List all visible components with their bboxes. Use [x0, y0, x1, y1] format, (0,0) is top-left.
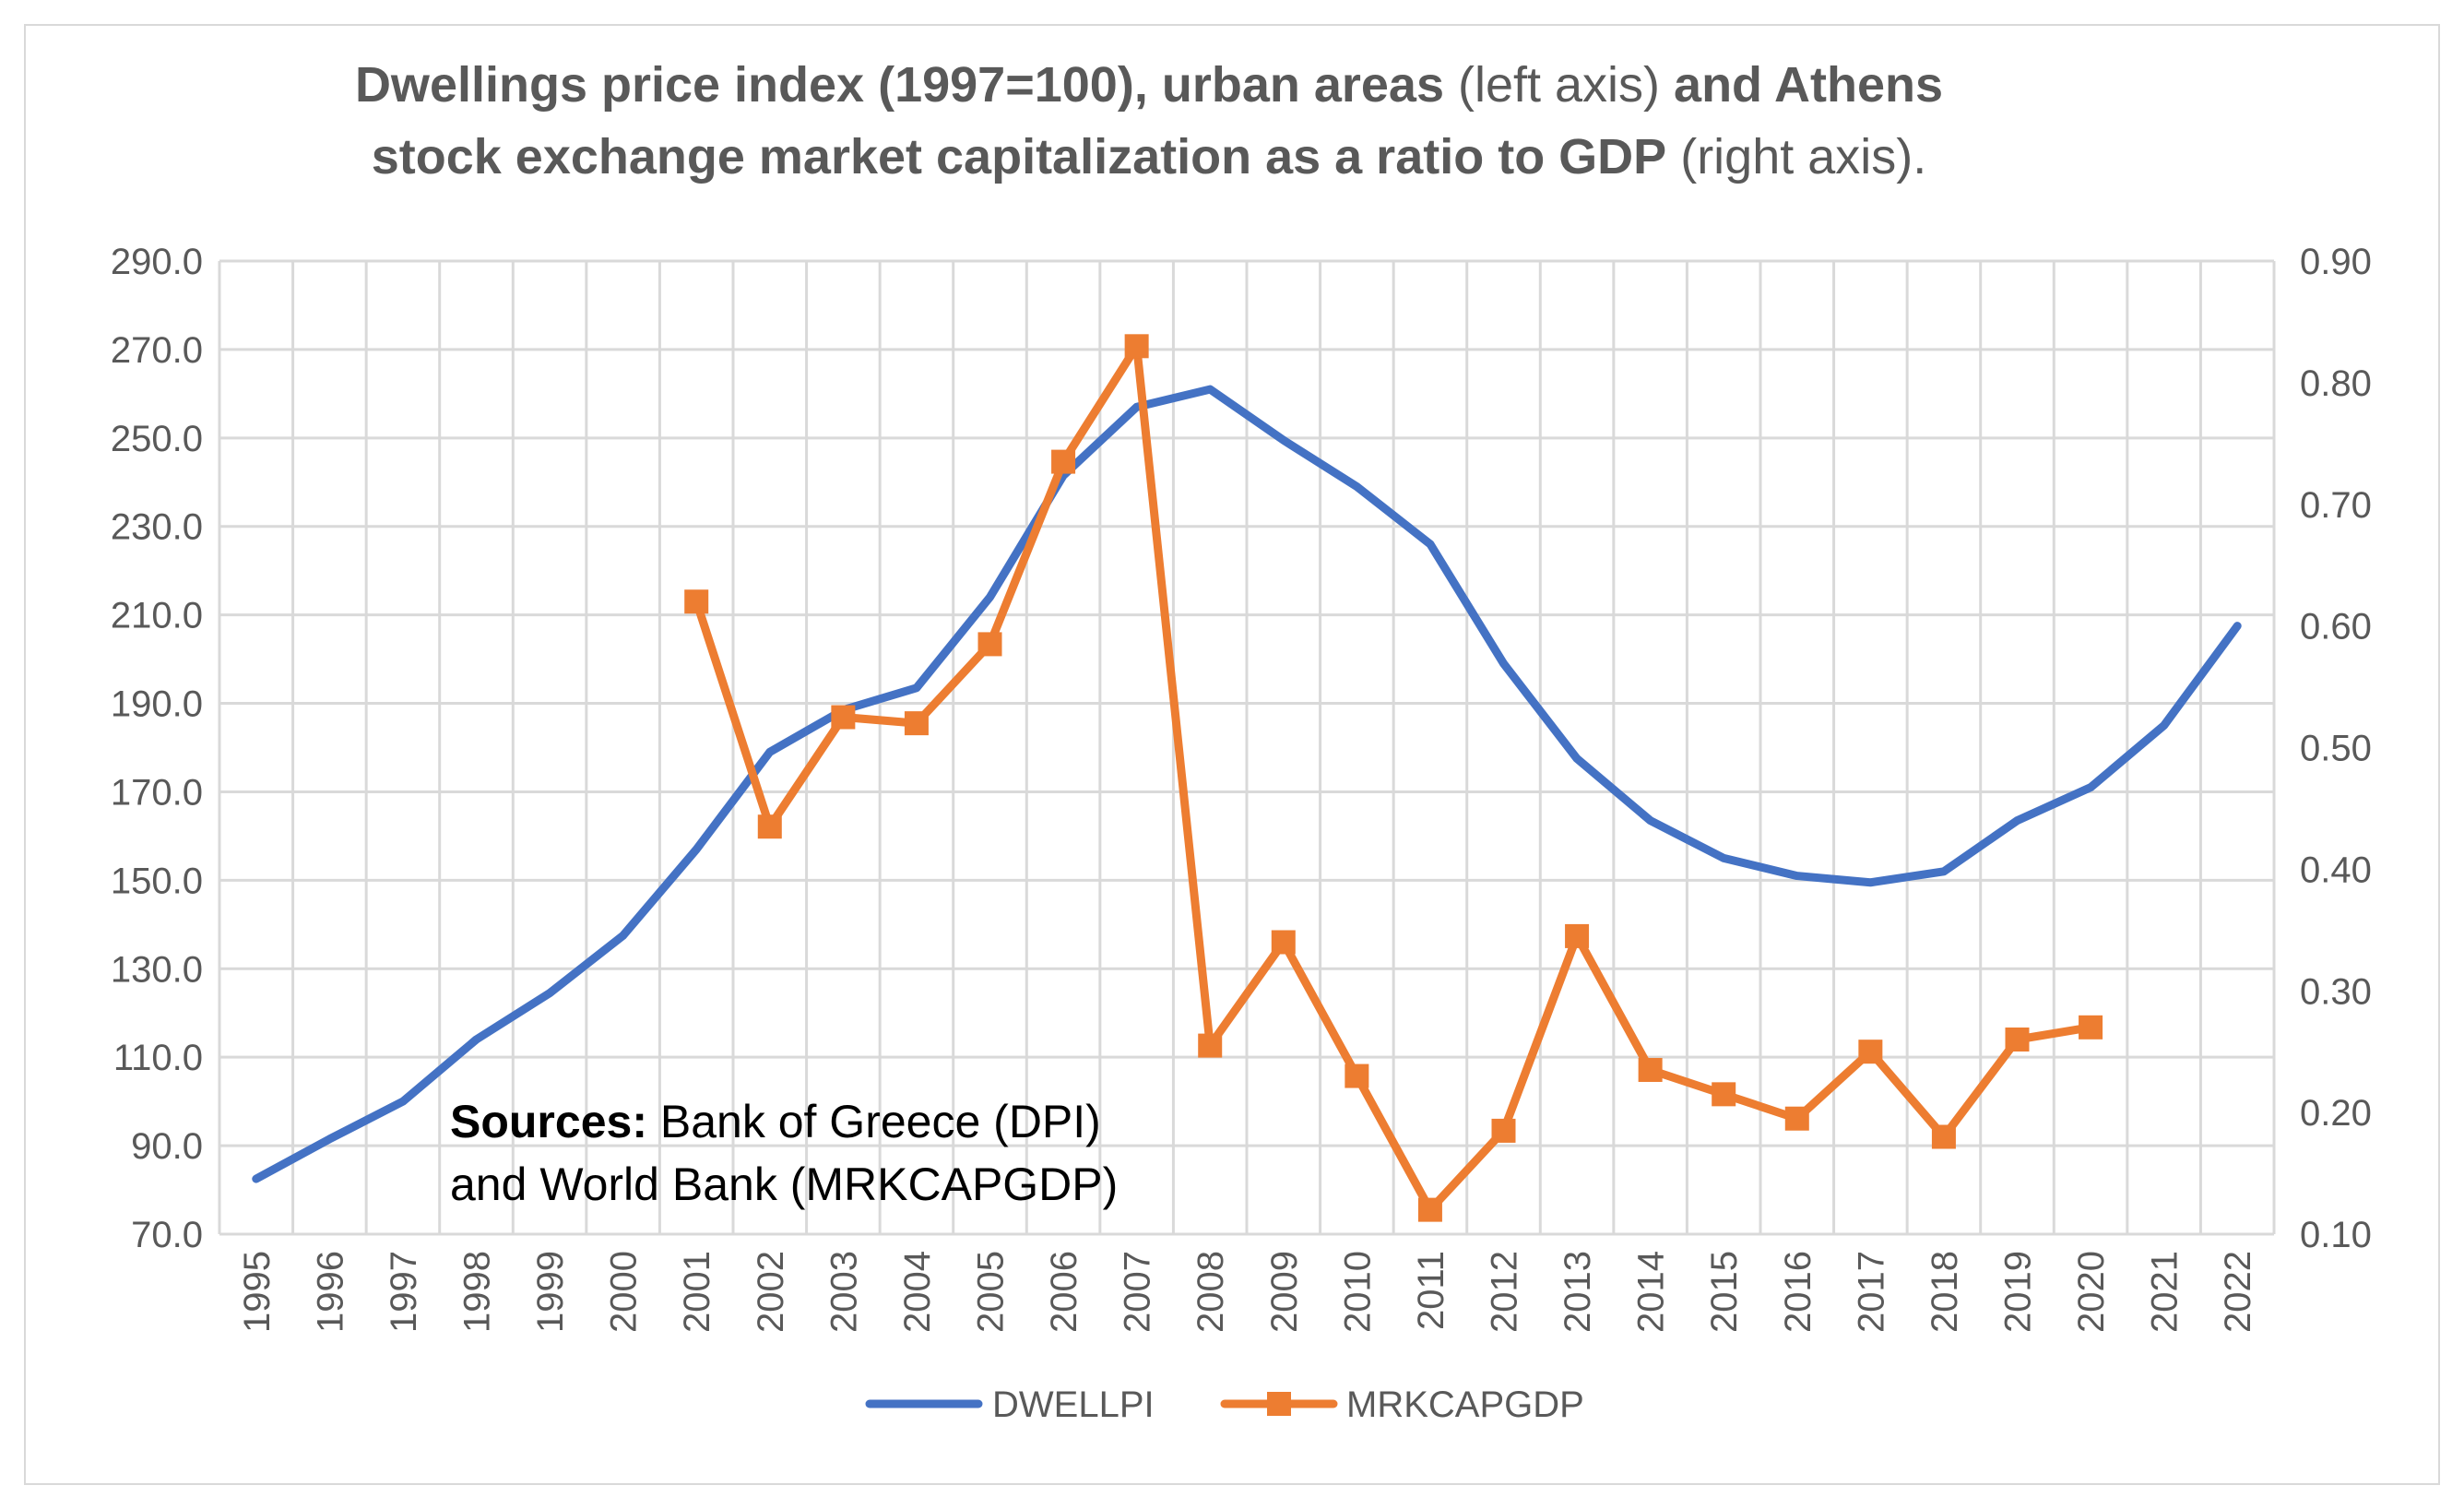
- chart-svg: Dwellings price index (1997=100), urban …: [111, 57, 2372, 1425]
- chart-title-line2: stock exchange market capitalization as …: [372, 129, 1927, 184]
- x-axis-tick-label: 2012: [1485, 1251, 1525, 1333]
- data-point-mrkcapgdp: [1858, 1040, 1883, 1064]
- right-axis: 0.10 0.20 0.30 0.40 0.50 0.60 0.70 0.80 0.90: [2300, 242, 2372, 1255]
- data-point-mrkcapgdp: [2005, 1028, 2030, 1052]
- left-axis-tick-label: 170.0: [111, 772, 203, 813]
- right-axis-tick-label: 0.30: [2300, 971, 2372, 1012]
- x-axis-tick-label: 2011: [1411, 1251, 1451, 1330]
- x-axis-tick-label: 1995: [237, 1251, 278, 1333]
- legend: DWELLPI MRKCAPGDP: [865, 1384, 1584, 1425]
- sources-label: Sources:: [450, 1096, 647, 1147]
- x-axis-tick-label: 2019: [1998, 1251, 2039, 1333]
- data-point-mrkcapgdp: [1638, 1057, 1663, 1082]
- chart-title-line1: Dwellings price index (1997=100), urban …: [355, 57, 1943, 113]
- data-point-mrkcapgdp: [1271, 930, 1296, 955]
- data-point-mrkcapgdp: [1345, 1063, 1369, 1088]
- series-layer: [252, 334, 2242, 1222]
- left-axis: 70.0 90.0 110.0 130.0 150.0 170.0 190.0 210.0 23…: [111, 242, 203, 1255]
- x-axis-tick-label: 2015: [1704, 1251, 1745, 1333]
- x-axis-tick-label: 2017: [1851, 1251, 1891, 1333]
- left-axis-tick-label: 230.0: [111, 507, 203, 548]
- x-axis-tick-label: 2006: [1044, 1251, 1084, 1333]
- left-axis-tick-label: 70.0: [131, 1215, 203, 1255]
- data-point-mrkcapgdp: [1198, 1033, 1223, 1058]
- series-line-dwellpi: [252, 385, 2242, 1183]
- left-axis-tick-label: 130.0: [111, 949, 203, 990]
- x-axis-tick-label: 2013: [1558, 1251, 1598, 1333]
- sources-line2: and World Bank (MRKCAPGDP): [450, 1158, 1118, 1210]
- right-axis-tick-label: 0.90: [2300, 242, 2372, 282]
- left-axis-tick-label: 270.0: [111, 330, 203, 371]
- data-point-mrkcapgdp: [757, 814, 782, 839]
- x-axis-tick-label: 2004: [897, 1251, 938, 1333]
- data-point-mrkcapgdp: [1931, 1124, 1956, 1149]
- data-point-mrkcapgdp: [1491, 1118, 1516, 1143]
- x-axis-tick-label: 2003: [823, 1251, 864, 1333]
- chart-title-segment: stock exchange market capitalization as …: [372, 129, 1666, 184]
- x-axis-tick-label: 2014: [1631, 1251, 1672, 1333]
- x-axis-tick-label: 2002: [751, 1251, 791, 1333]
- x-axis-tick-label: 2001: [677, 1251, 717, 1333]
- legend-marker-mrkcapgdp: [1267, 1392, 1291, 1416]
- left-axis-tick-label: 190.0: [111, 684, 203, 725]
- series-line-mrkcapgdp: [692, 341, 2095, 1215]
- legend-label-mrkcapgdp: MRKCAPGDP: [1346, 1384, 1584, 1425]
- data-point-mrkcapgdp: [684, 589, 709, 614]
- data-point-mrkcapgdp: [1565, 923, 1590, 948]
- x-axis-tick-label: 2022: [2218, 1251, 2258, 1333]
- left-axis-tick-label: 210.0: [111, 596, 203, 636]
- x-axis: 1995 1996 1997 1998 1999 2000 2001 2002 2003 2004…: [237, 1251, 2258, 1333]
- x-axis-tick-label: 2000: [604, 1251, 645, 1333]
- data-point-mrkcapgdp: [2079, 1015, 2103, 1040]
- chart-frame: Dwellings price index (1997=100), urban …: [24, 24, 2440, 1485]
- data-point-mrkcapgdp: [1124, 334, 1149, 359]
- left-axis-tick-label: 250.0: [111, 419, 203, 459]
- right-axis-tick-label: 0.10: [2300, 1215, 2372, 1255]
- data-point-mrkcapgdp: [977, 632, 1002, 657]
- chart-title-segment: and Athens: [1674, 57, 1943, 113]
- chart-title: Dwellings price index (1997=100), urban …: [355, 57, 1943, 184]
- x-axis-tick-label: 2018: [1925, 1251, 1965, 1333]
- chart-title-segment: Dwellings price index (1997=100), urban …: [355, 57, 1444, 113]
- right-axis-tick-label: 0.80: [2300, 363, 2372, 404]
- x-axis-tick-label: 1998: [457, 1251, 498, 1333]
- right-axis-tick-label: 0.60: [2300, 607, 2372, 648]
- x-axis-tick-label: 2010: [1337, 1251, 1378, 1333]
- left-axis-tick-label: 150.0: [111, 861, 203, 901]
- data-point-mrkcapgdp: [904, 711, 929, 736]
- left-axis-tick-label: 290.0: [111, 242, 203, 282]
- chart-title-segment: (left axis): [1444, 57, 1674, 113]
- x-axis-tick-label: 2020: [2071, 1251, 2112, 1333]
- x-axis-tick-label: 1997: [384, 1251, 424, 1333]
- x-axis-tick-label: 2021: [2145, 1251, 2186, 1333]
- left-axis-tick-label: 110.0: [113, 1038, 203, 1078]
- x-axis-tick-label: 2009: [1264, 1251, 1305, 1333]
- x-axis-tick-label: 2016: [1778, 1251, 1818, 1333]
- data-point-mrkcapgdp: [831, 705, 856, 730]
- sources-line1: Sources: Bank of Greece (DPI): [450, 1096, 1101, 1147]
- data-point-mrkcapgdp: [1051, 449, 1076, 474]
- right-axis-tick-label: 0.50: [2300, 729, 2372, 769]
- grid: [218, 259, 2276, 1236]
- right-axis-tick-label: 0.70: [2300, 485, 2372, 526]
- right-axis-tick-label: 0.40: [2300, 850, 2372, 890]
- x-axis-tick-label: 1999: [530, 1251, 571, 1333]
- x-axis-tick-label: 1996: [310, 1251, 350, 1333]
- x-axis-tick-label: 2005: [971, 1251, 1012, 1333]
- right-axis-tick-label: 0.20: [2300, 1093, 2372, 1134]
- data-point-mrkcapgdp: [1784, 1106, 1809, 1131]
- sources-annotation: Sources: Bank of Greece (DPI) and World …: [450, 1096, 1118, 1210]
- data-point-mrkcapgdp: [1712, 1082, 1736, 1107]
- data-point-mrkcapgdp: [1417, 1197, 1442, 1222]
- legend-label-dwellpi: DWELLPI: [992, 1384, 1155, 1425]
- left-axis-tick-label: 90.0: [131, 1126, 203, 1167]
- x-axis-tick-label: 2007: [1118, 1251, 1158, 1333]
- x-axis-tick-label: 2008: [1191, 1251, 1231, 1333]
- sources-text: Bank of Greece (DPI): [647, 1096, 1101, 1147]
- chart-title-segment: (right axis).: [1666, 129, 1926, 184]
